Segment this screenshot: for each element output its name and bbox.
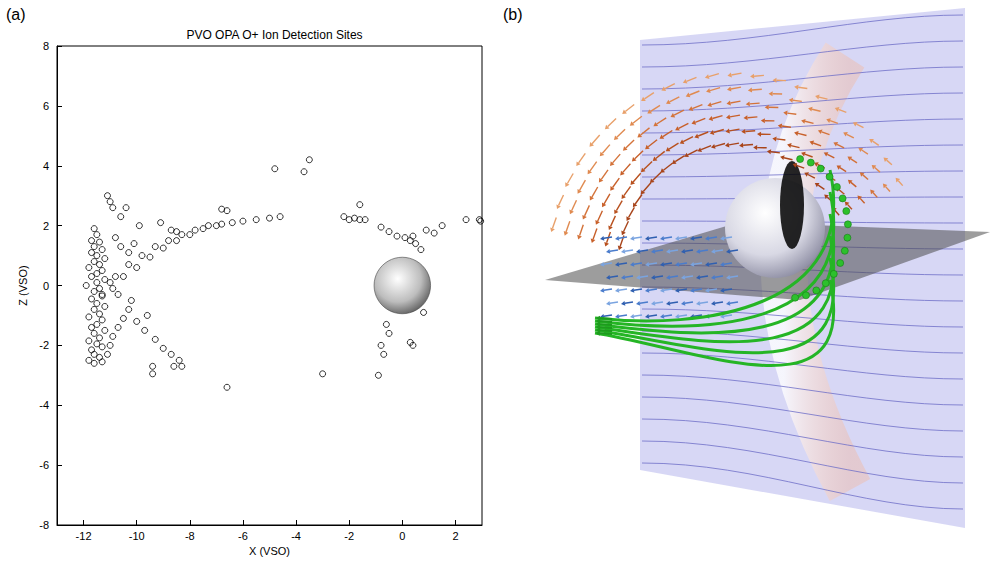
html-text:(b): (b) (503, 6, 523, 23)
svg-text:-6: -6 (39, 459, 49, 471)
svg-text:Z (VSO): Z (VSO) (17, 265, 29, 305)
svg-text:-4: -4 (39, 399, 49, 411)
svg-text:-2: -2 (344, 530, 354, 542)
svg-text:-6: -6 (238, 530, 248, 542)
svg-text:X (VSO): X (VSO) (249, 545, 290, 557)
svg-text:-12: -12 (76, 530, 92, 542)
svg-text:0: 0 (43, 280, 49, 292)
svg-text:PVO OPA O+ Ion Detection Sites: PVO OPA O+ Ion Detection Sites (186, 28, 362, 42)
html-text:(a): (a) (6, 6, 26, 23)
svg-text:4: 4 (43, 160, 49, 172)
svg-text:8: 8 (43, 40, 49, 52)
svg-text:2: 2 (43, 220, 49, 232)
svg-text:-8: -8 (39, 519, 49, 531)
svg-text:2: 2 (452, 530, 458, 542)
svg-text:-10: -10 (129, 530, 145, 542)
svg-text:-8: -8 (185, 530, 195, 542)
svg-text:0: 0 (399, 530, 405, 542)
svg-text:-4: -4 (291, 530, 301, 542)
svg-text:6: 6 (43, 100, 49, 112)
svg-text:-2: -2 (39, 339, 49, 351)
